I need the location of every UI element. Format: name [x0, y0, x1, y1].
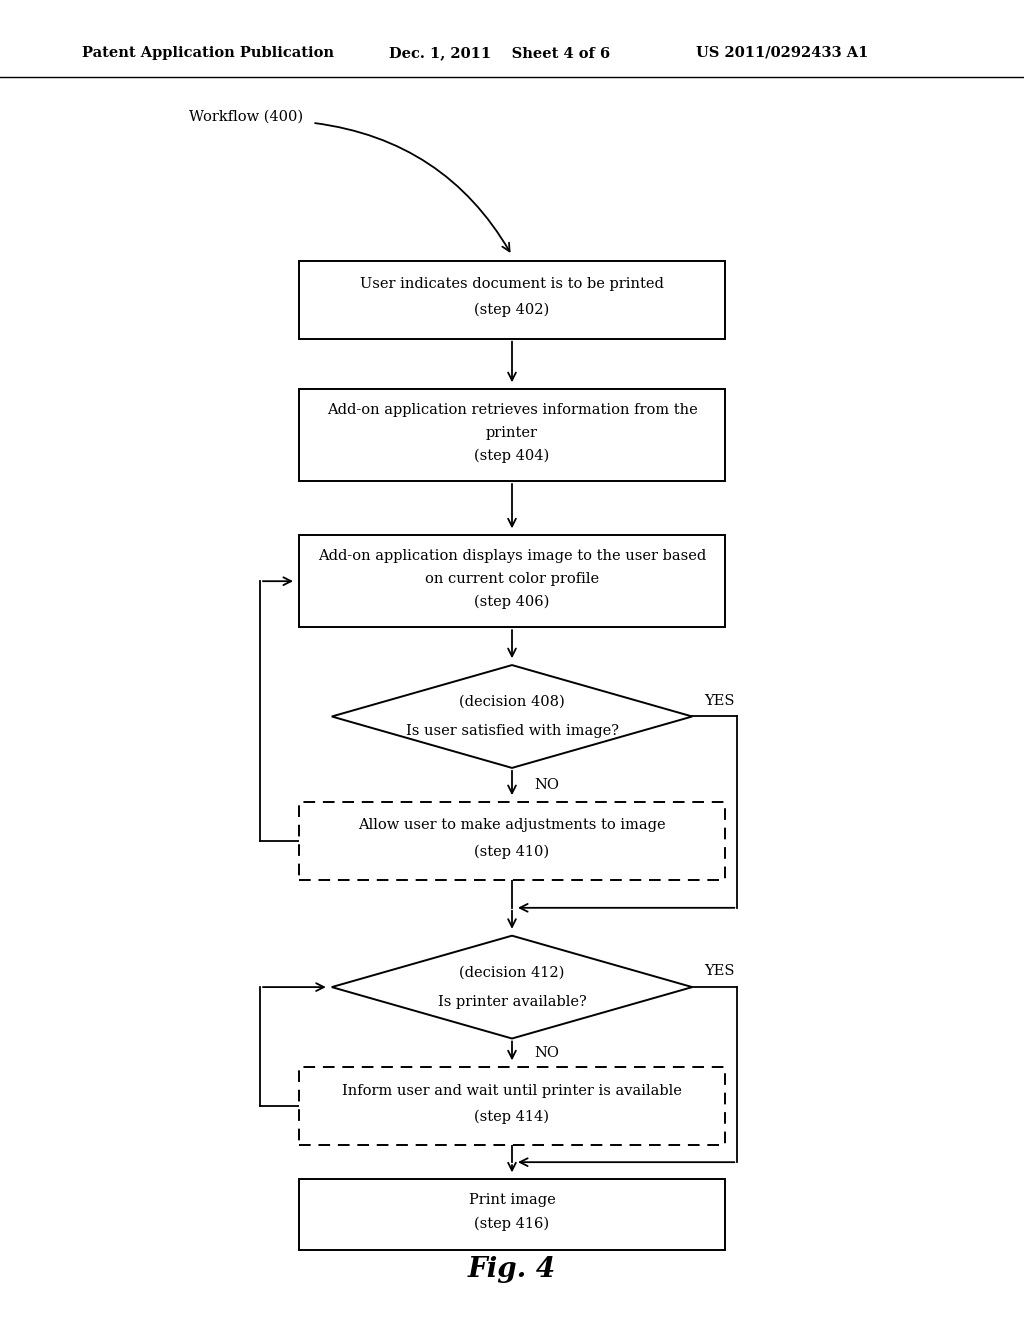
Bar: [299, 261, 725, 339]
Text: Fig. 4: Fig. 4: [468, 1257, 556, 1283]
Text: Allow user to make adjustments to image: Allow user to make adjustments to image: [358, 818, 666, 833]
Text: Workflow (400): Workflow (400): [189, 110, 303, 123]
Text: (step 416): (step 416): [474, 1217, 550, 1232]
Text: Inform user and wait until printer is available: Inform user and wait until printer is av…: [342, 1084, 682, 1097]
Text: (step 406): (step 406): [474, 595, 550, 609]
Text: US 2011/0292433 A1: US 2011/0292433 A1: [696, 46, 868, 59]
Text: NO: NO: [535, 1045, 559, 1060]
Text: (step 414): (step 414): [474, 1109, 550, 1123]
Text: Add-on application retrieves information from the: Add-on application retrieves information…: [327, 403, 697, 417]
Text: Is printer available?: Is printer available?: [437, 994, 587, 1008]
Text: (step 404): (step 404): [474, 449, 550, 463]
Bar: [299, 389, 725, 480]
Text: (step 410): (step 410): [474, 845, 550, 858]
Bar: [299, 535, 725, 627]
Text: NO: NO: [535, 777, 559, 792]
Bar: [299, 1067, 725, 1146]
Polygon shape: [332, 936, 692, 1039]
Text: Patent Application Publication: Patent Application Publication: [82, 46, 334, 59]
Text: printer: printer: [486, 426, 538, 440]
Text: User indicates document is to be printed: User indicates document is to be printed: [360, 277, 664, 292]
Text: YES: YES: [705, 964, 735, 978]
Bar: [299, 803, 725, 880]
Text: Print image: Print image: [469, 1193, 555, 1208]
Text: (decision 412): (decision 412): [460, 965, 564, 979]
Text: YES: YES: [705, 693, 735, 708]
Text: Is user satisfied with image?: Is user satisfied with image?: [406, 723, 618, 738]
Polygon shape: [332, 665, 692, 768]
Text: (decision 408): (decision 408): [459, 694, 565, 709]
Bar: [299, 1179, 725, 1250]
Text: on current color profile: on current color profile: [425, 572, 599, 586]
Text: Add-on application displays image to the user based: Add-on application displays image to the…: [317, 549, 707, 562]
Text: Dec. 1, 2011    Sheet 4 of 6: Dec. 1, 2011 Sheet 4 of 6: [389, 46, 610, 59]
Text: (step 402): (step 402): [474, 304, 550, 317]
